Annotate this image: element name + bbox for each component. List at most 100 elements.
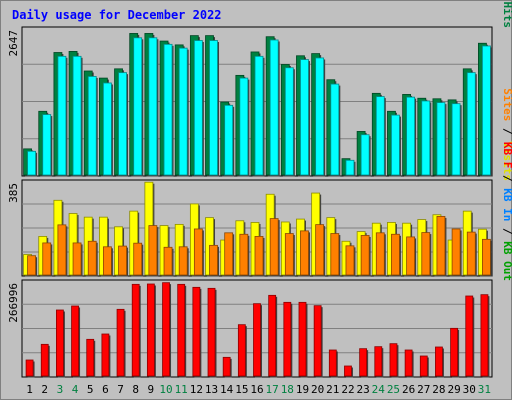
bar-middle-sites xyxy=(193,228,203,276)
panel-top: 2647 Pages / Files / Hits xyxy=(7,0,512,177)
bar-middle-sites xyxy=(315,224,325,276)
bar-bottom-kb-f xyxy=(435,346,443,377)
x-tick-label: 4 xyxy=(72,383,79,396)
legend-entry: Sites xyxy=(501,88,512,121)
bar-bottom-kb-f xyxy=(162,282,170,377)
bar-bottom-kb-f xyxy=(222,356,231,377)
bar-middle-sites xyxy=(300,230,309,276)
x-tick-label: 18 xyxy=(281,383,294,396)
panel-middle: 385 Sites / Visits xyxy=(7,88,512,277)
bar-middle-sites xyxy=(102,246,112,276)
bar-middle-sites xyxy=(118,245,127,276)
chart-title: Daily usage for December 2022 xyxy=(12,8,222,22)
bar-middle-sites xyxy=(360,235,370,276)
x-tick-label: 16 xyxy=(250,383,263,396)
bar-bottom-kb-f xyxy=(101,333,110,377)
bar-top-files xyxy=(209,40,218,176)
bar-bottom-kb-f xyxy=(86,338,95,377)
legend-separator: / xyxy=(501,121,512,141)
bar-bottom-kb-f xyxy=(116,308,125,377)
legend-entry: Visits xyxy=(501,141,512,181)
x-tick-label: 8 xyxy=(132,383,139,396)
bar-bottom-kb-f xyxy=(344,365,352,377)
x-tick-label: 11 xyxy=(175,383,188,396)
bar-top-files xyxy=(315,57,325,176)
bar-middle-sites xyxy=(330,233,340,276)
bar-middle-sites xyxy=(284,233,294,276)
bar-top-files xyxy=(102,82,112,176)
x-tick-label: 23 xyxy=(357,383,370,396)
x-tick-label: 19 xyxy=(296,383,309,396)
panel-top-ymax-label: 2647 xyxy=(7,30,20,57)
bar-middle-sites xyxy=(421,232,431,276)
x-tick-label: 13 xyxy=(205,383,218,396)
bar-top-files xyxy=(178,47,188,176)
bar-bottom-kb-f xyxy=(146,283,155,377)
bar-bottom-kb-f xyxy=(283,301,292,377)
bar-top-files xyxy=(345,159,355,176)
bar-middle-sites xyxy=(239,233,249,276)
panel-middle-ymax-label: 385 xyxy=(7,183,20,203)
bar-middle-sites xyxy=(133,242,143,276)
x-tick-label: 24 xyxy=(372,383,386,396)
legend-separator: / xyxy=(501,168,512,188)
bar-bottom-kb-f xyxy=(207,287,216,377)
x-tick-label: 27 xyxy=(417,383,430,396)
x-tick-label: 7 xyxy=(117,383,124,396)
bar-middle-sites xyxy=(254,236,264,276)
bar-bottom-kb-f xyxy=(237,324,246,377)
bar-top-files xyxy=(148,37,158,176)
x-tick-label: 29 xyxy=(447,383,460,396)
bar-top-files xyxy=(72,55,82,176)
bar-bottom-kb-f xyxy=(131,283,140,377)
bar-middle-sites xyxy=(482,238,491,276)
bar-middle-sites xyxy=(451,228,461,276)
x-tick-label: 14 xyxy=(220,383,234,396)
legend-entry: KB Out xyxy=(501,241,512,281)
bar-top-files xyxy=(269,39,279,176)
bar-top-files xyxy=(87,76,97,176)
bar-top-files xyxy=(133,37,143,176)
bar-top-files xyxy=(163,43,173,176)
bar-bottom-kb-f xyxy=(192,286,201,377)
legend-separator: / xyxy=(501,0,512,2)
x-tick-label: 31 xyxy=(478,383,491,396)
bar-top-files xyxy=(300,59,309,176)
bar-top-files xyxy=(330,83,340,176)
x-tick-label: 21 xyxy=(326,383,339,396)
panel-top-legend: Pages / Files / Hits xyxy=(501,0,512,28)
bar-top-files xyxy=(391,114,400,176)
x-tick-label: 26 xyxy=(402,383,415,396)
legend-entry: Hits xyxy=(501,2,512,29)
bar-middle-sites xyxy=(436,216,446,276)
bar-middle-sites xyxy=(72,242,82,276)
panel-bottom: 266996 KB F / KB In / KB Out xyxy=(7,142,512,378)
bar-middle-sites xyxy=(391,233,400,276)
bar-top-files xyxy=(57,55,67,176)
bar-bottom-kb-f xyxy=(313,305,322,377)
x-tick-label: 2 xyxy=(41,383,48,396)
bar-top-files xyxy=(193,40,203,176)
bar-bottom-kb-f xyxy=(253,303,261,377)
bar-bottom-kb-f xyxy=(268,294,277,377)
bar-bottom-kb-f xyxy=(71,305,79,377)
panel-bottom-legend: KB F / KB In / KB Out xyxy=(501,142,512,281)
bar-middle-sites xyxy=(163,246,173,276)
bar-top-files xyxy=(406,96,416,176)
bar-bottom-kb-f xyxy=(328,349,337,377)
bar-middle-sites xyxy=(57,224,67,276)
x-tick-label: 10 xyxy=(159,383,172,396)
bar-bottom-kb-f xyxy=(25,359,34,377)
bar-top-files xyxy=(224,104,234,176)
x-tick-label: 25 xyxy=(387,383,400,396)
bar-bottom-kb-f xyxy=(298,301,307,377)
bar-bottom-kb-f xyxy=(419,355,428,377)
x-tick-label: 12 xyxy=(190,383,203,396)
bar-top-files xyxy=(42,114,52,176)
bar-bottom-kb-f xyxy=(359,348,368,377)
bar-bottom-kb-f xyxy=(374,346,383,377)
bar-bottom-kb-f xyxy=(465,295,474,377)
bar-middle-sites xyxy=(269,218,279,276)
x-tick-label: 9 xyxy=(148,383,155,396)
